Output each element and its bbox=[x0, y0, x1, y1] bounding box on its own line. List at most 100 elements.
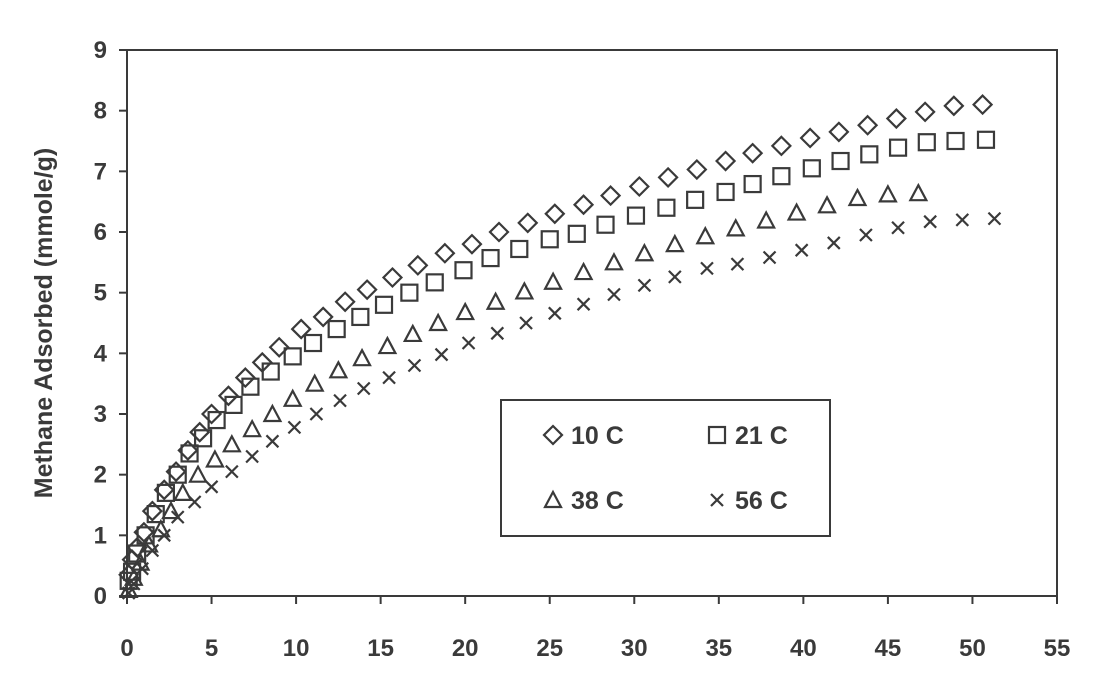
x-tick-label: 50 bbox=[959, 635, 986, 662]
data-point bbox=[377, 335, 398, 355]
data-point bbox=[715, 150, 737, 172]
data-point bbox=[283, 347, 302, 366]
data-point bbox=[262, 403, 283, 423]
data-point bbox=[857, 114, 879, 136]
x-tick-label: 25 bbox=[536, 635, 563, 662]
data-point bbox=[831, 151, 850, 171]
data-point bbox=[225, 464, 239, 479]
data-point bbox=[265, 434, 280, 449]
y-tick-label: 6 bbox=[94, 219, 107, 246]
data-point bbox=[544, 203, 566, 225]
data-point bbox=[334, 291, 356, 313]
data-point bbox=[234, 367, 256, 389]
data-point bbox=[261, 362, 280, 381]
data-point bbox=[548, 306, 562, 321]
data-point bbox=[205, 449, 225, 468]
x-tick-label: 30 bbox=[621, 635, 648, 662]
legend: 10 C 21 C 38 C 56 C bbox=[500, 399, 831, 537]
x-tick-label: 10 bbox=[283, 635, 310, 662]
data-point bbox=[180, 444, 199, 463]
data-point bbox=[356, 381, 371, 396]
data-point bbox=[126, 577, 141, 591]
data-points bbox=[118, 94, 1002, 600]
data-point bbox=[351, 307, 370, 327]
data-point bbox=[402, 323, 423, 343]
data-point bbox=[665, 233, 685, 253]
data-point bbox=[540, 230, 559, 249]
data-point bbox=[607, 287, 621, 302]
x-tick-label: 45 bbox=[875, 635, 902, 662]
data-point bbox=[600, 185, 622, 207]
data-point bbox=[241, 377, 260, 396]
data-point bbox=[628, 175, 650, 198]
data-point bbox=[193, 429, 213, 448]
data-point bbox=[700, 261, 714, 276]
data-point bbox=[695, 225, 716, 245]
data-point bbox=[217, 385, 240, 407]
data-point bbox=[743, 174, 762, 194]
data-point bbox=[222, 433, 242, 453]
data-point bbox=[139, 534, 159, 553]
data-point bbox=[282, 388, 303, 407]
data-point bbox=[352, 347, 372, 367]
data-point bbox=[637, 278, 652, 293]
y-tick-label: 3 bbox=[94, 401, 107, 428]
data-point bbox=[794, 243, 809, 257]
data-point bbox=[135, 561, 149, 576]
data-point bbox=[224, 395, 243, 414]
data-point bbox=[908, 182, 929, 202]
y-tick-label: 2 bbox=[94, 462, 107, 489]
data-point bbox=[245, 449, 259, 464]
data-point bbox=[519, 316, 533, 330]
data-point bbox=[461, 233, 483, 255]
data-point bbox=[156, 483, 175, 502]
data-point bbox=[859, 228, 873, 242]
x-tick-label: 20 bbox=[452, 635, 479, 662]
data-point bbox=[802, 159, 821, 178]
data-point bbox=[668, 270, 682, 284]
y-tick-label: 7 bbox=[94, 158, 107, 185]
data-point bbox=[454, 261, 473, 280]
legend-marker bbox=[542, 424, 564, 446]
data-point bbox=[572, 194, 595, 216]
y-tick-label: 0 bbox=[94, 583, 107, 610]
data-point bbox=[573, 261, 594, 281]
data-point bbox=[333, 393, 347, 408]
data-point bbox=[914, 101, 936, 123]
data-point bbox=[762, 250, 777, 265]
data-point bbox=[596, 215, 615, 234]
data-point bbox=[987, 211, 1002, 226]
data-point bbox=[772, 167, 791, 186]
data-point bbox=[827, 236, 841, 250]
data-point bbox=[917, 133, 936, 152]
data-point bbox=[455, 301, 476, 321]
y-tick-label: 9 bbox=[94, 37, 107, 64]
data-point bbox=[923, 214, 937, 229]
y-tick-label: 5 bbox=[94, 280, 107, 307]
data-point bbox=[434, 242, 456, 264]
data-point bbox=[356, 279, 378, 301]
data-point bbox=[121, 586, 136, 600]
data-point bbox=[799, 127, 821, 149]
data-point bbox=[725, 218, 746, 237]
x-tick-label: 0 bbox=[120, 635, 133, 662]
x-tick-label: 5 bbox=[205, 635, 218, 662]
data-point bbox=[716, 182, 735, 202]
x-tick-label: 35 bbox=[705, 635, 732, 662]
data-point bbox=[141, 500, 163, 522]
x-tick-label: 55 bbox=[1044, 635, 1071, 662]
data-point bbox=[150, 518, 171, 538]
data-point bbox=[888, 138, 908, 157]
data-point bbox=[428, 312, 448, 332]
data-point bbox=[204, 480, 219, 494]
data-point bbox=[686, 190, 705, 209]
data-point bbox=[770, 135, 792, 157]
data-point bbox=[157, 528, 171, 543]
data-point bbox=[188, 464, 208, 483]
data-point bbox=[309, 407, 324, 421]
data-point bbox=[461, 336, 476, 350]
data-point bbox=[576, 297, 591, 311]
data-point bbox=[626, 206, 646, 225]
x-axis: 0 5 10 15 20 25 30 35 40 45 50 55 bbox=[120, 596, 1070, 662]
data-point bbox=[786, 202, 807, 221]
